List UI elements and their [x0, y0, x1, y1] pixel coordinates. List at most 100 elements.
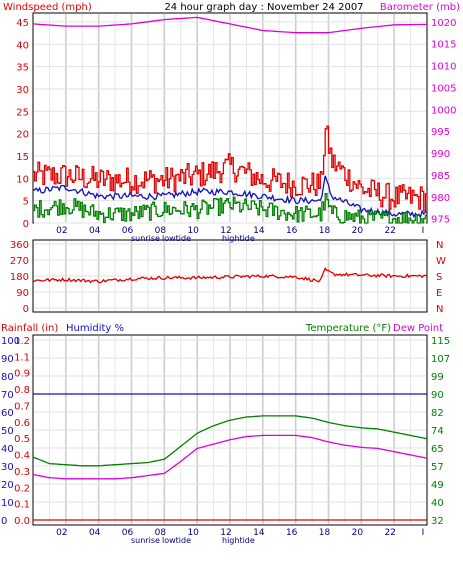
direction-tick-label: 270: [10, 256, 29, 267]
rainfall-tick-label: 0.0: [14, 516, 30, 527]
windspeed-tick-label: 15: [16, 152, 29, 163]
barometer-tick-label: 995: [431, 127, 450, 138]
x-tick-label: 06: [122, 226, 134, 236]
windspeed-tick-label: 0: [23, 219, 29, 230]
rainfall-tick-label: 0.2: [14, 483, 30, 494]
x-tick-label: 22: [384, 528, 395, 538]
x-tick-label: 20: [352, 528, 364, 538]
dew-point-series: [32, 434, 428, 480]
dew-point-label: Dew Point: [393, 323, 443, 334]
barometer-tick-label: 1005: [431, 83, 456, 94]
humidity-tick-label: 10: [1, 498, 14, 509]
barometer-tick-label: 1015: [431, 40, 456, 51]
barometer-tick-label: 975: [431, 215, 450, 226]
humidity-label: Humidity %: [66, 323, 124, 334]
rainfall-tick-label: 0.7: [14, 401, 30, 412]
humidity-tick-label: 30: [1, 462, 14, 473]
wind-direction-series: [32, 267, 428, 284]
windspeed-tick-label: 20: [16, 130, 29, 141]
wind-gust-series: [33, 125, 428, 212]
temperature-tick-label: 99: [431, 372, 444, 383]
humidity-tick-label: 20: [1, 480, 14, 491]
climate-panel-frame: [32, 334, 428, 526]
x-tick-label: 02: [56, 528, 67, 538]
barometer-tick-label: 1010: [431, 62, 456, 73]
humidity-tick-label: 70: [1, 390, 14, 401]
x-tick-label: 02: [56, 226, 67, 236]
x-tick-label: 08: [155, 528, 167, 538]
x-tick-label: 06: [122, 528, 134, 538]
windspeed-tick-label: 30: [16, 85, 29, 96]
barometer-tick-label: 1020: [431, 18, 456, 29]
temperature-label: Temperature (°F): [305, 323, 391, 334]
x-tick-label: 10: [187, 528, 199, 538]
humidity-tick-label: 60: [1, 408, 14, 419]
windspeed-tick-label: 35: [16, 63, 29, 74]
x-tick-label: I: [422, 226, 425, 236]
x-tick-label: 18: [319, 528, 331, 538]
humidity-tick-label: 100: [1, 336, 20, 347]
x-tick-label: 04: [89, 528, 101, 538]
x-tick-label: 04: [89, 226, 101, 236]
windspeed-tick-label: 45: [16, 18, 29, 29]
temperature-tick-label: 82: [431, 408, 444, 419]
rainfall-tick-label: 1.2: [14, 336, 30, 347]
direction-tick-label: 0: [23, 304, 29, 315]
rainfall-tick-label: 0.5: [14, 434, 30, 445]
rainfall-tick-label: 1.1: [14, 352, 30, 363]
windspeed-header-label: Windspeed (mph): [3, 2, 92, 13]
hightide-event-label: hightide: [222, 234, 255, 243]
windspeed-tick-label: 25: [16, 107, 29, 118]
rainfall-tick-label: 0.3: [14, 467, 30, 478]
rainfall-label: Rainfall (in): [1, 323, 58, 334]
temperature-tick-label: 57: [431, 462, 444, 473]
barometer-tick-label: 985: [431, 171, 450, 182]
windspeed-tick-label: 10: [16, 174, 29, 185]
sunrise-event-label: sunrise: [131, 234, 160, 243]
x-tick-label: 12: [220, 528, 231, 538]
rainfall-tick-label: 0.6: [14, 418, 30, 429]
x-tick-label: 16: [286, 226, 298, 236]
temperature-tick-label: 90: [431, 390, 444, 401]
direction-tick-label: 90: [16, 288, 29, 299]
compass-tick-label: S: [436, 272, 442, 283]
lowtide-event-label: lowtide: [162, 536, 191, 545]
x-tick-label: 14: [253, 226, 265, 236]
barometer-tick-label: 990: [431, 149, 450, 160]
x-tick-label: 16: [286, 528, 298, 538]
barometer-series: [32, 16, 427, 34]
humidity-tick-label: 50: [1, 426, 14, 437]
windspeed-tick-label: 40: [16, 40, 29, 51]
compass-tick-label: W: [436, 256, 446, 267]
temperature-tick-label: 115: [431, 336, 450, 347]
humidity-tick-label: 80: [1, 372, 14, 383]
x-tick-label: 08: [155, 226, 167, 236]
x-tick-label: I: [422, 528, 425, 538]
wind-speed-series: [33, 193, 428, 224]
direction-tick-label: 360: [10, 240, 29, 251]
barometer-tick-label: 980: [431, 193, 450, 204]
direction-tick-label: 180: [10, 272, 29, 283]
temperature-tick-label: 107: [431, 354, 450, 365]
compass-tick-label: E: [436, 288, 442, 299]
windspeed-tick-label: 5: [23, 197, 29, 208]
temperature-tick-label: 32: [431, 516, 444, 527]
sunrise-event-label: sunrise: [131, 536, 160, 545]
barometer-header-label: Barometer (mb): [380, 2, 460, 13]
barometer-tick-label: 1000: [431, 105, 456, 116]
temperature-tick-label: 65: [431, 444, 444, 455]
humidity-tick-label: 0: [1, 516, 7, 527]
humidity-tick-label: 90: [1, 354, 14, 365]
x-tick-label: 20: [352, 226, 364, 236]
compass-tick-label: N: [436, 240, 443, 251]
temperature-tick-label: 40: [431, 498, 444, 509]
rainfall-tick-label: 0.1: [14, 500, 30, 511]
temperature-series: [32, 415, 428, 467]
humidity-tick-label: 40: [1, 444, 14, 455]
temperature-tick-label: 74: [431, 426, 444, 437]
compass-tick-label: N: [436, 304, 443, 315]
graph-title: 24 hour graph day : November 24 2007: [164, 2, 363, 13]
x-tick-label: 14: [253, 528, 265, 538]
temperature-tick-label: 49: [431, 480, 444, 491]
